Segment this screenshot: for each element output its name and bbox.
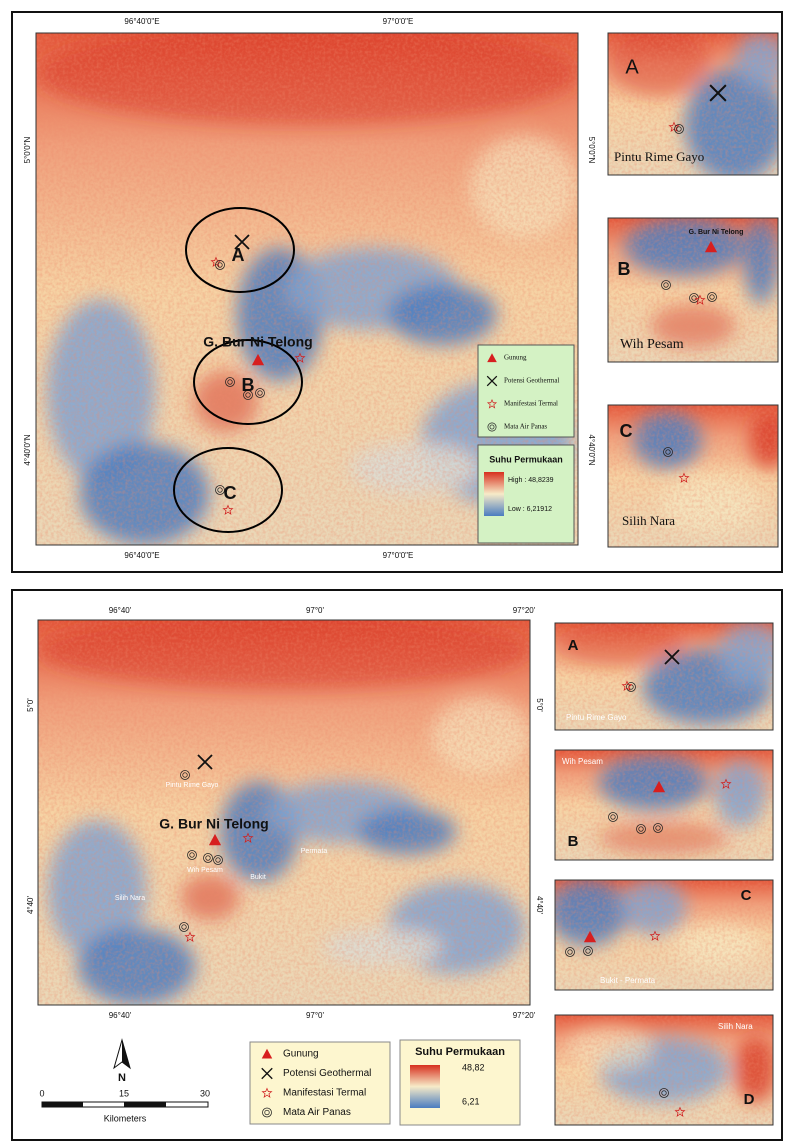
scale-tick: 15: [119, 1088, 129, 1098]
legend-low: 6,21: [462, 1096, 480, 1106]
place-label: Bukit: [250, 874, 266, 881]
texture: [38, 620, 530, 1005]
map: [548, 880, 773, 990]
place-label: Pintu Rime Gayo: [166, 782, 219, 789]
axis-label: 97°0': [306, 1011, 325, 1020]
axis-label: 5°0': [26, 698, 35, 712]
inset-letter: C: [620, 421, 633, 441]
map: [38, 612, 530, 1005]
legend-high: 48,82: [462, 1062, 485, 1072]
texture: [555, 1015, 773, 1125]
inset-label: Silih Nara: [718, 1022, 753, 1031]
legend-title: Suhu Permukaan: [489, 454, 563, 464]
axis-label: 97°20': [513, 606, 536, 615]
inset-letter: A: [625, 56, 639, 78]
inset-letter: A: [568, 637, 579, 654]
legend-item: Potensi Geothermal: [283, 1068, 371, 1079]
axis-label: 4°40': [535, 896, 544, 915]
axis-label: 4°40'0"N: [23, 434, 32, 465]
inset-label: Silih Nara: [622, 513, 675, 528]
legend-item: Gunung: [504, 354, 527, 362]
legend-item: Mata Air Panas: [504, 423, 547, 431]
legend-item: Manifestasi Termal: [504, 400, 558, 408]
axis-label: 96°40': [109, 606, 132, 615]
inset-label: Pintu Rime Gayo: [614, 149, 704, 164]
place-label: Permata: [301, 848, 328, 855]
map: [555, 1015, 777, 1125]
axis-label: 4°40': [26, 895, 35, 914]
page: Suhu Permukaan maps html,body{margin:0;p…: [0, 0, 788, 1144]
axis-label: 97°0'0"E: [383, 17, 414, 26]
north-label: N: [118, 1072, 126, 1084]
axis-label: 96°40'0"E: [124, 551, 159, 560]
inset-letter: C: [741, 887, 752, 904]
inset-label: G. Bur Ni Telong: [689, 229, 744, 236]
inset-label: Wih Pesam: [620, 337, 684, 352]
axis-label: 4°40'0"N: [587, 434, 596, 465]
axis-label: 97°0': [306, 606, 325, 615]
axis-label: 97°0'0"E: [383, 551, 414, 560]
legend-high: High : 48,8239: [508, 477, 554, 484]
texture: [555, 750, 773, 860]
axis-label: 96°40': [109, 1011, 132, 1020]
inset-label: Wih Pesam: [562, 757, 603, 766]
axis-label: 5°0'0"N: [587, 137, 596, 164]
volcano-label: G. Bur Ni Telong: [203, 334, 312, 350]
axis-label: 5°0': [535, 698, 544, 712]
place-label: G. Bur Ni Telong: [159, 816, 268, 832]
area-letter: B: [242, 375, 255, 395]
color-ramp: [410, 1065, 440, 1108]
area-letter: A: [232, 245, 245, 265]
scale-tick: 0: [39, 1088, 44, 1098]
legend-item: Gunung: [283, 1049, 319, 1060]
page-body: {"top_panel":{ "axis_labels":{"top":["96…: [0, 0, 788, 1144]
axis-label: 96°40'0"E: [124, 17, 159, 26]
place-label: Silih Nara: [115, 895, 145, 902]
legend-item: Manifestasi Termal: [283, 1088, 366, 1099]
map: [555, 750, 773, 860]
color-ramp: [484, 472, 504, 516]
scale-bar: [124, 1102, 166, 1107]
scale-unit: Kilometers: [104, 1113, 147, 1123]
axis-label: 97°20': [513, 1011, 536, 1020]
place-label: Wih Pesam: [187, 867, 223, 874]
inset-label: Pintu Rime Gayo: [566, 713, 627, 722]
legend-title: Suhu Permukaan: [415, 1046, 505, 1058]
legend-item: Potensi Geothermal: [504, 377, 559, 385]
inset-letter: B: [568, 833, 579, 850]
inset-letter: B: [618, 259, 631, 279]
axis-label: 5°0'0"N: [23, 136, 32, 163]
legend-low: Low : 6,21912: [508, 506, 552, 513]
scale-tick: 30: [200, 1088, 210, 1098]
area-letter: C: [224, 483, 237, 503]
figure: 96°40'0"E 96°40'0"E 97°0'0"E 97°0'0"E 5°0'0"…: [0, 0, 788, 1144]
scale-bar: [42, 1102, 83, 1107]
legend-item: Mata Air Panas: [283, 1107, 351, 1118]
inset-label: Bukit - Permata: [600, 976, 656, 985]
inset-letter: D: [744, 1091, 755, 1108]
